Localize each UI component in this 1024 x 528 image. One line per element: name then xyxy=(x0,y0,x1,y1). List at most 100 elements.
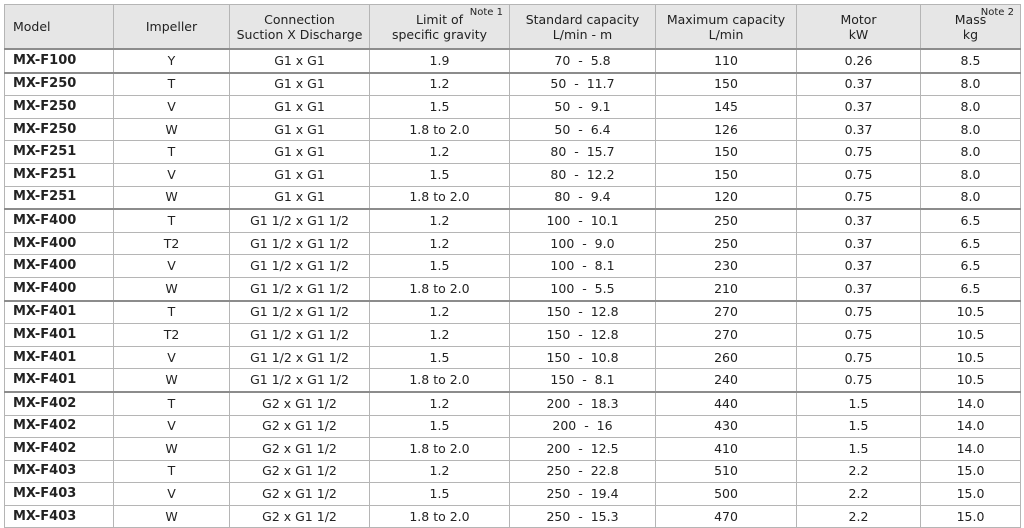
table-cell: 2.2 xyxy=(796,459,921,484)
table-cell: 8.0 xyxy=(920,140,1021,164)
table-cell: 0.37 xyxy=(796,72,921,97)
table-cell: 80 - 15.7 xyxy=(509,140,656,164)
model-cell: MX-F400 xyxy=(4,231,114,256)
table-row: MX-F403 W G2 x G1 1/2 1.8 to 2.0 250 - 15.3 4… xyxy=(4,504,1021,528)
table-cell: 70 - 5.8 xyxy=(509,48,656,74)
table-cell: 1.8 to 2.0 xyxy=(369,185,510,211)
table-cell: 250 xyxy=(655,231,797,256)
table-cell: 200 - 12.5 xyxy=(509,437,656,461)
table-cell: 0.37 xyxy=(796,117,921,142)
table-cell: 430 xyxy=(655,414,797,439)
table-cell: W xyxy=(113,185,230,211)
table-cell: T xyxy=(113,72,230,97)
table-cell: G1 x G1 xyxy=(229,162,370,187)
table-cell: 440 xyxy=(655,391,797,416)
table-cell: 150 - 12.8 xyxy=(509,300,656,325)
table-cell: V xyxy=(113,414,230,439)
table-cell: 1.2 xyxy=(369,459,510,484)
table-cell: 1.5 xyxy=(369,95,510,119)
table-cell: G1 x G1 xyxy=(229,140,370,164)
model-cell: MX-F403 xyxy=(4,459,114,484)
header-text: Model xyxy=(13,19,51,34)
header-cell: Impeller xyxy=(113,4,230,50)
model-cell: MX-F250 xyxy=(4,117,114,142)
table-cell: 2.2 xyxy=(796,504,921,528)
model-cell: MX-F401 xyxy=(4,323,114,347)
header-cell: Standard capacity L/min - m xyxy=(509,4,656,50)
table-cell: 10.5 xyxy=(920,345,1021,370)
table-cell: 1.5 xyxy=(369,345,510,370)
table-cell: 150 - 8.1 xyxy=(509,368,656,393)
table-cell: 1.2 xyxy=(369,300,510,325)
model-cell: MX-F251 xyxy=(4,140,114,164)
table-cell: 8.0 xyxy=(920,72,1021,97)
table-cell: W xyxy=(113,368,230,393)
table-cell: G2 x G1 1/2 xyxy=(229,391,370,416)
table-cell: W xyxy=(113,117,230,142)
header-text: L/min - m xyxy=(552,26,613,42)
table-cell: 6.5 xyxy=(920,208,1021,233)
table-cell: 500 xyxy=(655,482,797,506)
model-cell: MX-F402 xyxy=(4,391,114,416)
table-row: MX-F400 V G1 1/2 x G1 1/2 1.5 100 - 8.1 230 0.… xyxy=(4,254,1021,278)
header-cell: Model xyxy=(4,4,114,50)
table-cell: V xyxy=(113,95,230,119)
table-cell: 0.75 xyxy=(796,162,921,187)
table-cell: G1 1/2 x G1 1/2 xyxy=(229,345,370,370)
table-cell: 15.0 xyxy=(920,504,1021,528)
table-cell: 6.5 xyxy=(920,276,1021,302)
table-cell: T xyxy=(113,140,230,164)
table-cell: 14.0 xyxy=(920,391,1021,416)
table-cell: 50 - 11.7 xyxy=(509,72,656,97)
model-cell: MX-F400 xyxy=(4,208,114,233)
table-cell: 470 xyxy=(655,504,797,528)
table-cell: G1 x G1 xyxy=(229,95,370,119)
table-cell: G2 x G1 1/2 xyxy=(229,459,370,484)
table-row: MX-F251 V G1 x G1 1.5 80 - 12.2 150 0.75 8.0 xyxy=(4,162,1021,187)
table-cell: 100 - 9.0 xyxy=(509,231,656,256)
table-cell: 1.2 xyxy=(369,140,510,164)
header-text: Impeller xyxy=(145,19,198,34)
table-cell: 0.37 xyxy=(796,208,921,233)
table-row: MX-F402 W G2 x G1 1/2 1.8 to 2.0 200 - 12.5 4… xyxy=(4,437,1021,461)
table-cell: 1.9 xyxy=(369,48,510,74)
model-cell: MX-F401 xyxy=(4,368,114,393)
table-cell: 230 xyxy=(655,254,797,278)
header-cell: Mass kg Note 2 xyxy=(920,4,1021,50)
table-cell: 80 - 12.2 xyxy=(509,162,656,187)
model-cell: MX-F403 xyxy=(4,504,114,528)
table-cell: 0.37 xyxy=(796,276,921,302)
table-cell: 270 xyxy=(655,323,797,347)
table-cell: 1.2 xyxy=(369,72,510,97)
header-row: Model Impeller Connection Suction X Dischar… xyxy=(4,4,1021,50)
table-cell: 1.2 xyxy=(369,231,510,256)
table-cell: W xyxy=(113,276,230,302)
header-cell: Limit of specific gravity Note 1 xyxy=(369,4,510,50)
table-row: MX-F250 V G1 x G1 1.5 50 - 9.1 145 0.37 8.0 xyxy=(4,95,1021,119)
table-body: MX-F100 Y G1 x G1 1.9 70 - 5.8 110 0.26 8.5 MX-F… xyxy=(4,48,1021,528)
table-cell: 1.5 xyxy=(796,437,921,461)
header-cell: Motor kW xyxy=(796,4,921,50)
table-cell: 240 xyxy=(655,368,797,393)
table-cell: 100 - 5.5 xyxy=(509,276,656,302)
table-row: MX-F401 T G1 1/2 x G1 1/2 1.2 150 - 12.8 270 0… xyxy=(4,300,1021,325)
table-cell: 110 xyxy=(655,48,797,74)
table-row: MX-F402 T G2 x G1 1/2 1.2 200 - 18.3 440 1.5 14… xyxy=(4,391,1021,416)
table-row: MX-F251 T G1 x G1 1.2 80 - 15.7 150 0.75 8.0 xyxy=(4,140,1021,164)
table-cell: 210 xyxy=(655,276,797,302)
model-cell: MX-F250 xyxy=(4,95,114,119)
table-cell: T xyxy=(113,300,230,325)
table-cell: 250 - 15.3 xyxy=(509,504,656,528)
table-cell: 0.37 xyxy=(796,254,921,278)
table-cell: G1 1/2 x G1 1/2 xyxy=(229,300,370,325)
table-cell: 150 xyxy=(655,140,797,164)
header-text: Maximum capacity xyxy=(666,11,786,27)
table-cell: 14.0 xyxy=(920,437,1021,461)
header-cell: Maximum capacity L/min xyxy=(655,4,797,50)
table-cell: 0.75 xyxy=(796,345,921,370)
header-note: Note 1 xyxy=(469,7,503,18)
table-cell: 100 - 8.1 xyxy=(509,254,656,278)
header-text: L/min xyxy=(708,26,744,42)
table-row: MX-F400 W G1 1/2 x G1 1/2 1.8 to 2.0 100 - 5… xyxy=(4,276,1021,302)
header-text: Suction X Discharge xyxy=(236,26,363,42)
